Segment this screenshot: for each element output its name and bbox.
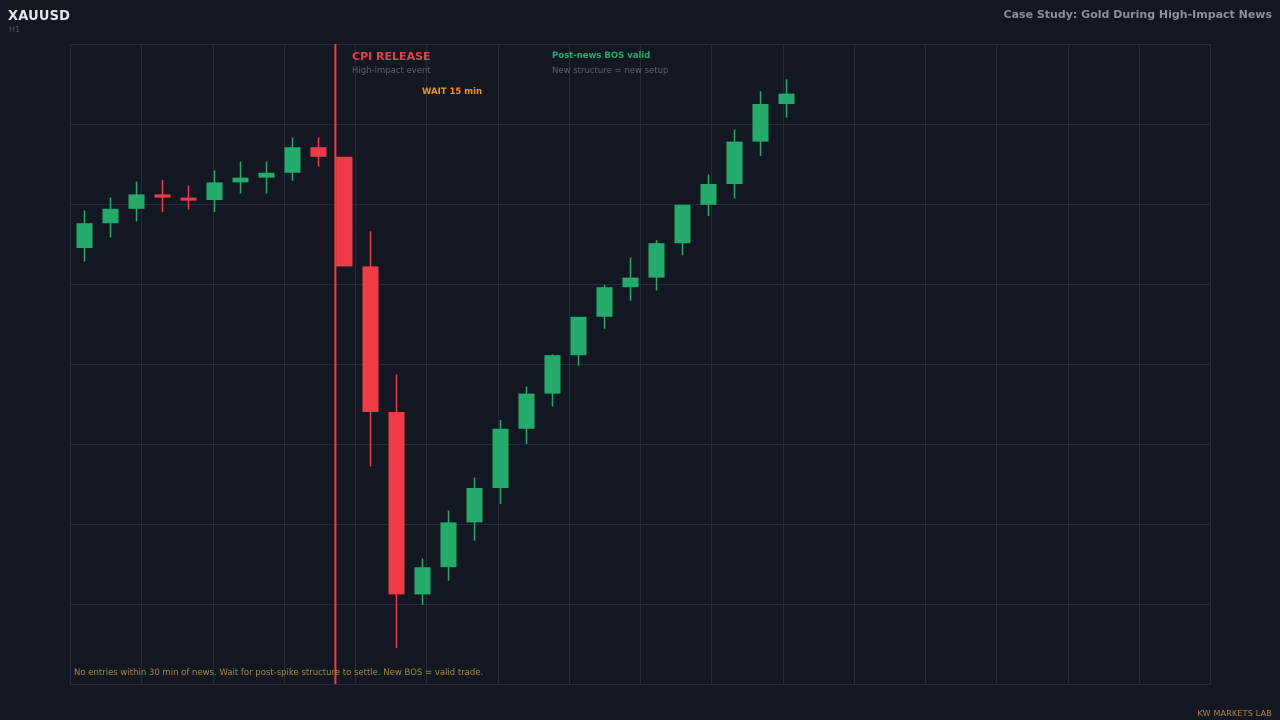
candle-body — [778, 93, 795, 104]
candle — [544, 354, 561, 407]
candle — [102, 197, 119, 238]
annotations: CPI RELEASE High-impact event WAIT 15 min P… — [74, 50, 668, 678]
candle — [726, 129, 743, 199]
candle-body — [284, 147, 301, 173]
candle-body — [726, 141, 743, 184]
candle — [674, 204, 691, 256]
candle — [128, 181, 145, 222]
candle-body — [128, 194, 145, 209]
timeframe-label[interactable]: H1 — [9, 25, 21, 34]
candle — [76, 210, 93, 262]
candle-body — [76, 223, 93, 248]
candle — [466, 477, 483, 541]
candle — [154, 180, 171, 212]
candle — [284, 137, 301, 181]
trading-rule-note: No entries within 30 min of news. Wait f… — [74, 668, 483, 678]
candle-body — [154, 194, 171, 198]
candle-body — [206, 182, 223, 200]
candle-body — [180, 197, 197, 201]
candle — [258, 161, 275, 194]
candle-body — [492, 428, 509, 488]
candle — [648, 240, 665, 291]
wait-label: WAIT 15 min — [422, 87, 482, 97]
candle-body — [570, 316, 587, 356]
candle — [388, 374, 405, 648]
candle-body — [544, 355, 561, 394]
candle-body — [466, 488, 483, 523]
brand-label: KW MARKETS LAB — [1197, 709, 1272, 718]
case-study-title: Case Study: Gold During High-Impact News — [1003, 8, 1272, 21]
chart-grid — [70, 44, 1211, 685]
candle-body — [232, 177, 249, 183]
candle — [362, 231, 379, 467]
candle — [232, 161, 249, 194]
candle — [440, 510, 457, 581]
candle-body — [752, 104, 769, 142]
candle-body — [414, 567, 431, 595]
candle-body — [258, 172, 275, 178]
candle-body — [388, 412, 405, 595]
new-structure-label: New structure = new setup — [552, 66, 668, 76]
candle — [206, 170, 223, 212]
candle-body — [336, 156, 353, 267]
cpi-release-label: CPI RELEASE — [352, 50, 431, 63]
candle — [336, 156, 353, 267]
candle-body — [674, 204, 691, 244]
candle — [778, 79, 795, 118]
candle — [518, 386, 535, 444]
candle-body — [440, 522, 457, 568]
candle — [570, 316, 587, 366]
candle-body — [700, 184, 717, 205]
candle-body — [362, 266, 379, 412]
candle — [180, 185, 197, 210]
candle-body — [622, 277, 639, 288]
candle — [700, 174, 717, 216]
candle — [492, 420, 509, 504]
bos-valid-label: Post-news BOS valid — [552, 51, 650, 61]
candle-body — [310, 147, 327, 157]
candle — [622, 257, 639, 301]
candle-body — [596, 287, 613, 317]
candle — [752, 91, 769, 156]
candle-body — [518, 393, 535, 429]
candle — [596, 284, 613, 329]
symbol-label[interactable]: XAUUSD — [8, 9, 71, 24]
candlestick-series — [76, 79, 795, 648]
candle — [414, 558, 431, 605]
candle-body — [648, 243, 665, 278]
high-impact-event-label: High-impact event — [352, 66, 431, 76]
candle — [310, 137, 327, 167]
candle-body — [102, 208, 119, 224]
